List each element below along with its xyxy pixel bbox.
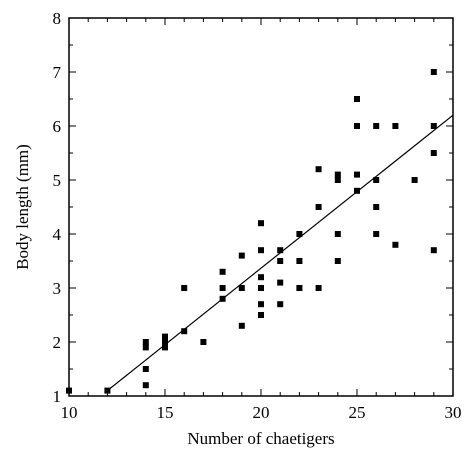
plot-frame — [68, 17, 454, 397]
data-point — [258, 247, 264, 254]
tick-labels: 10 15 20 25 30 1 2 3 4 5 6 7 8 — [53, 9, 462, 422]
data-point — [296, 285, 303, 291]
data-point — [258, 301, 264, 308]
y-axis-title: Body length (mm) — [13, 144, 32, 270]
data-point — [315, 166, 322, 173]
data-point — [430, 69, 437, 75]
data-point — [104, 387, 111, 394]
data-point — [277, 301, 284, 308]
data-point — [142, 344, 149, 351]
data-point — [238, 322, 245, 329]
data-point — [238, 285, 245, 291]
data-point — [181, 285, 188, 291]
y-tick-label: 2 — [53, 333, 62, 352]
data-point — [430, 123, 437, 129]
y-tick-label: 8 — [53, 9, 62, 28]
y-tick-label: 1 — [53, 387, 62, 406]
data-point — [142, 339, 149, 345]
data-point — [162, 339, 168, 345]
y-tick-label: 6 — [53, 117, 62, 136]
data-point — [277, 247, 284, 254]
data-point — [162, 344, 168, 351]
data-point — [373, 123, 380, 129]
data-point — [373, 177, 380, 183]
data-point — [142, 382, 149, 389]
data-point — [373, 231, 380, 237]
data-point — [334, 231, 341, 237]
data-point — [200, 339, 207, 345]
y-tick-label: 7 — [53, 63, 62, 82]
data-point — [334, 171, 341, 178]
data-point — [334, 177, 341, 183]
data-point — [354, 187, 360, 194]
data-point — [315, 285, 322, 291]
data-point — [142, 366, 149, 372]
data-point — [258, 220, 264, 227]
data-point — [354, 96, 360, 102]
x-tick-label: 10 — [61, 403, 78, 422]
data-point — [373, 204, 380, 210]
data-point — [354, 171, 360, 178]
data-point — [219, 295, 226, 302]
data-point — [238, 252, 245, 259]
data-point — [296, 231, 303, 237]
data-point — [219, 285, 226, 291]
data-point — [258, 312, 264, 318]
x-tick-label: 30 — [445, 403, 462, 422]
x-tick-label: 15 — [157, 403, 174, 422]
data-point — [277, 279, 284, 286]
data-point — [181, 328, 188, 335]
data-point — [392, 241, 399, 248]
data-point — [258, 285, 264, 291]
data-points — [66, 69, 437, 394]
y-tick-label: 5 — [53, 171, 62, 190]
data-point — [354, 123, 360, 129]
y-tick-label: 4 — [53, 225, 62, 244]
data-point — [219, 268, 226, 275]
x-tick-label: 25 — [349, 403, 366, 422]
data-point — [392, 123, 399, 129]
data-point — [258, 274, 264, 281]
data-point — [315, 204, 322, 210]
x-axis-title: Number of chaetigers — [187, 429, 334, 448]
data-point — [411, 177, 418, 183]
data-point — [162, 333, 168, 340]
y-tick-label: 3 — [53, 279, 62, 298]
x-tick-label: 20 — [253, 403, 270, 422]
data-point — [334, 258, 341, 264]
axis-ticks — [68, 17, 454, 397]
data-point — [296, 258, 303, 264]
data-point — [430, 247, 437, 254]
data-point — [430, 150, 437, 156]
data-point — [277, 258, 284, 264]
data-point — [66, 387, 72, 394]
